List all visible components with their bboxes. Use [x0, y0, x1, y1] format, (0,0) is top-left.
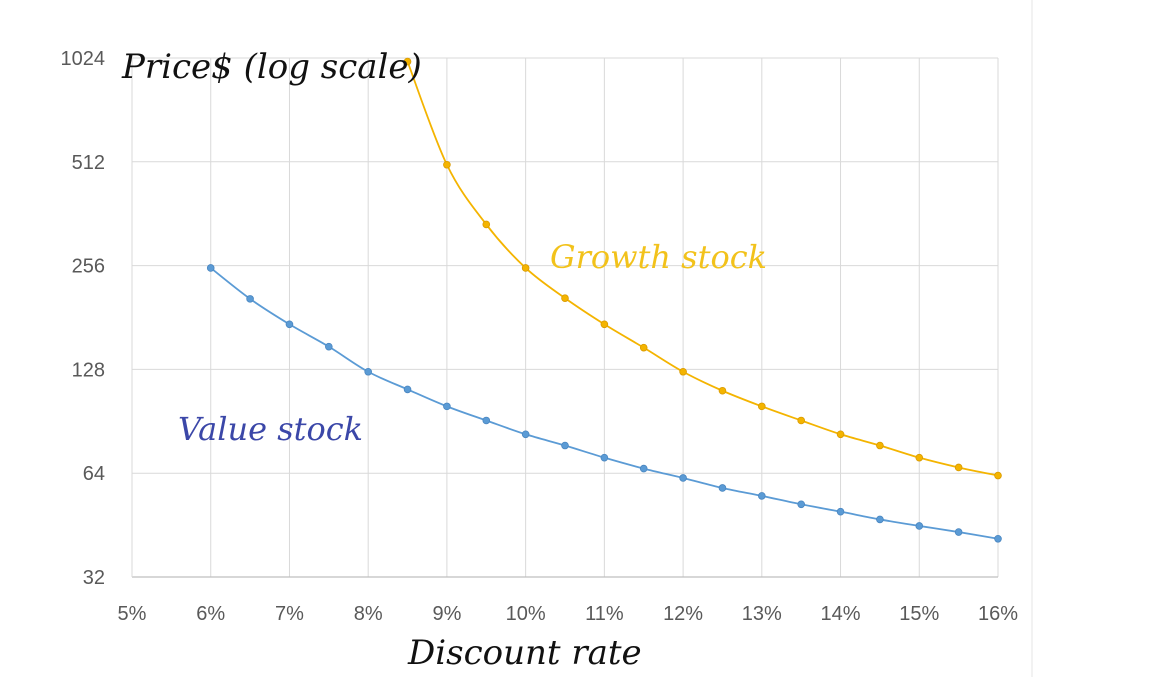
- grid: [132, 57, 999, 577]
- x-tick-label: 12%: [663, 603, 703, 625]
- series-value-stock-point: [246, 295, 254, 303]
- series-value-stock-point: [206, 264, 215, 272]
- y-tick-label: 256: [72, 256, 105, 278]
- x-tick-label: 9%: [432, 603, 461, 625]
- x-tick-label: 11%: [585, 603, 624, 625]
- series-growth-stock-point: [482, 220, 491, 229]
- series-growth-stock-point: [994, 471, 1002, 480]
- series-growth-stock-point: [797, 416, 805, 425]
- x-tick-label: 5%: [118, 603, 147, 625]
- x-axis-label: Discount rate: [407, 633, 642, 673]
- series-growth-stock-point: [679, 367, 687, 376]
- series-growth-stock-point: [403, 57, 412, 66]
- series-growth-stock-point: [639, 343, 648, 352]
- series-value-stock-point: [954, 528, 963, 536]
- series-value-stock-point: [679, 474, 687, 482]
- y-tick-label: 32: [83, 567, 105, 589]
- y-tick-label: 64: [83, 463, 105, 485]
- series-growth-stock-point: [443, 160, 451, 169]
- series-growth-stock-point: [521, 264, 530, 272]
- series-growth-stock-point: [718, 386, 727, 395]
- series-value-stock-point: [797, 500, 805, 509]
- series-value-stock-point: [718, 484, 727, 492]
- y-tick-label: 1024: [61, 48, 106, 70]
- series-value-stock-point: [915, 522, 924, 530]
- labels: 32 64 128 256 512 1024 5% 6% 7% 8% 9% 10% 11% 12% 13% 1…: [61, 48, 1019, 625]
- series-growth-stock-point: [915, 453, 924, 462]
- series-value-stock-point: [639, 464, 648, 473]
- series-value-stock-point: [403, 385, 412, 394]
- x-tick-label: 13%: [742, 603, 782, 625]
- axes: [131, 58, 998, 578]
- x-tick-label: 6%: [196, 603, 225, 625]
- y-tick-label: 128: [72, 359, 105, 381]
- x-tick-label: 7%: [275, 603, 304, 625]
- x-tick-label: 15%: [899, 603, 939, 625]
- series-growth-stock-point: [600, 320, 609, 329]
- series-value-stock-point: [285, 320, 294, 329]
- series-growth-stock-line: [406, 61, 999, 477]
- x-tick-label: 14%: [821, 603, 861, 625]
- x-tick-label: 8%: [354, 603, 383, 625]
- series-value-stock-point: [561, 441, 569, 450]
- series-value-stock-point: [600, 453, 609, 462]
- y-tick-label: 512: [72, 152, 105, 174]
- series-growth-stock-point: [561, 294, 569, 302]
- series-layer: [206, 57, 1002, 543]
- series-value-stock-point: [994, 534, 1002, 543]
- series-value-stock-point: [443, 402, 451, 411]
- x-tick-label: 16%: [978, 603, 1018, 625]
- series-value-stock-point: [836, 507, 845, 516]
- series-growth-stock-point: [758, 402, 766, 411]
- series-value-stock-point: [521, 430, 530, 439]
- series-growth-stock-point: [876, 441, 884, 450]
- annotation-growth-stock: Growth stock: [550, 238, 767, 276]
- x-tick-label: 10%: [506, 603, 546, 625]
- series-value-stock-point: [364, 367, 372, 376]
- series-value-stock-point: [325, 342, 333, 351]
- series-growth-stock-point: [836, 430, 845, 439]
- annotation-value-stock: Value stock: [178, 410, 363, 448]
- series-value-stock-point: [758, 492, 766, 500]
- series-value-stock-point: [482, 416, 491, 425]
- y-axis-label: Price$ (log scale): [121, 47, 422, 87]
- series-value-stock-point: [876, 515, 884, 524]
- series-growth-stock-point: [954, 463, 963, 472]
